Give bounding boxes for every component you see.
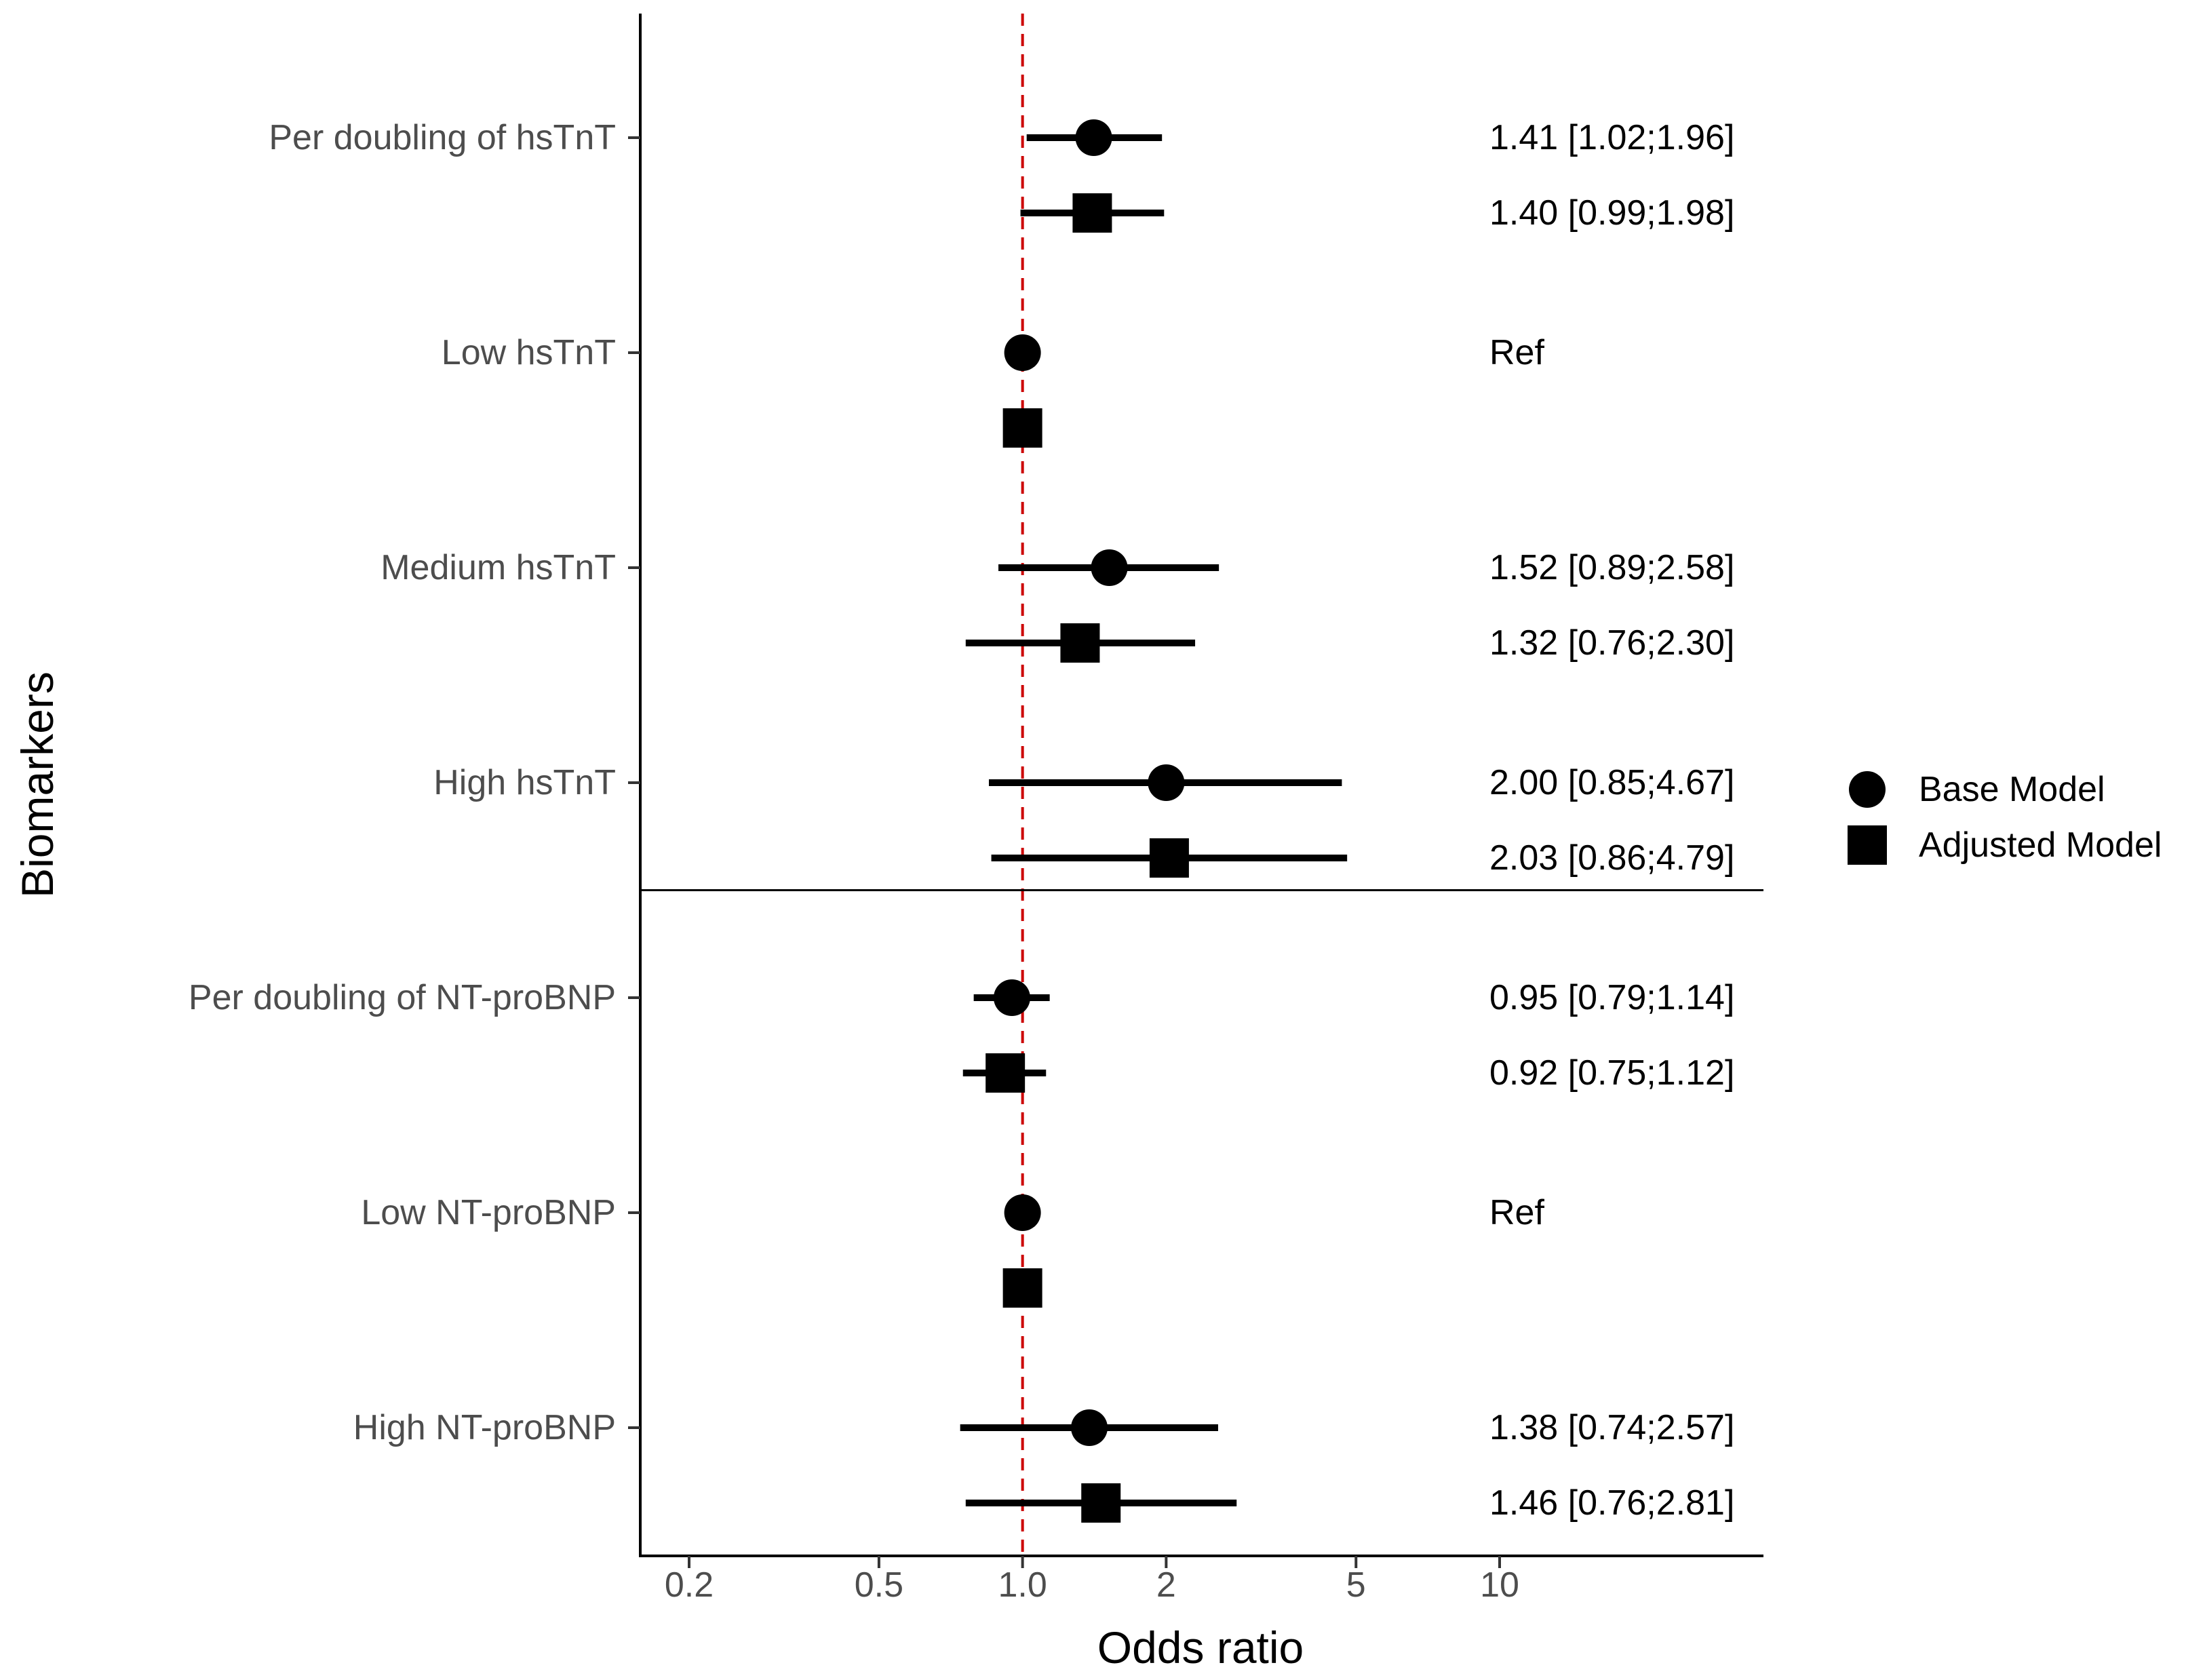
point-square — [1060, 623, 1100, 663]
y-tick-label: High NT-proBNP — [353, 1408, 616, 1447]
legend-label: Base Model — [1919, 770, 2105, 809]
estimate-label: 2.00 [0.85;4.67] — [1489, 763, 1734, 802]
estimate-label: 2.03 [0.86;4.79] — [1489, 838, 1734, 878]
estimate-label: Ref — [1489, 1193, 1544, 1232]
y-tick-label: Per doubling of hsTnT — [269, 118, 616, 157]
point-estimates — [986, 119, 1189, 1523]
estimate-label: 0.92 [0.75;1.12] — [1489, 1053, 1734, 1093]
point-square — [1081, 1483, 1121, 1523]
estimate-label: Ref — [1489, 333, 1544, 372]
estimate-label: 1.32 [0.76;2.30] — [1489, 623, 1734, 663]
x-tick-label: 10 — [1480, 1565, 1519, 1605]
point-circle — [1091, 549, 1128, 586]
x-axis-title: Odds ratio — [1097, 1622, 1304, 1673]
axes — [639, 14, 1763, 1557]
x-tick-label: 5 — [1346, 1565, 1366, 1605]
legend-key-circle — [1849, 771, 1886, 808]
y-tick-label: High hsTnT — [433, 763, 616, 802]
x-tick-label: 0.5 — [855, 1565, 903, 1605]
x-tick-label: 1.0 — [998, 1565, 1047, 1605]
y-axis-title: Biomarkers — [12, 671, 62, 898]
y-tick-label: Per doubling of NT-proBNP — [189, 978, 616, 1017]
x-tick-label: 0.2 — [665, 1565, 714, 1605]
estimate-label: 1.52 [0.89;2.58] — [1489, 548, 1734, 587]
point-square — [986, 1053, 1026, 1093]
estimate-label: 1.38 [0.74;2.57] — [1489, 1408, 1734, 1447]
estimate-label: 1.40 [0.99;1.98] — [1489, 193, 1734, 233]
estimate-label: 1.46 [0.76;2.81] — [1489, 1483, 1734, 1523]
point-circle — [1148, 764, 1185, 801]
x-axis-ticks: 0.2 0.5 1.0 2 5 10 — [665, 1556, 1519, 1605]
point-circle — [993, 979, 1030, 1016]
point-square — [1149, 838, 1189, 878]
y-tick-label: Medium hsTnT — [380, 548, 616, 587]
y-tick-label: Low hsTnT — [442, 333, 616, 372]
point-circle — [1071, 1409, 1108, 1446]
x-tick-label: 2 — [1156, 1565, 1176, 1605]
estimate-label: 1.41 [1.02;1.96] — [1489, 118, 1734, 157]
estimate-annotations: 1.41 [1.02;1.96] Ref 1.52 [0.89;2.58] 2.00 … — [1489, 118, 1734, 1523]
point-circle — [1004, 1194, 1041, 1231]
legend-key-square — [1848, 825, 1887, 865]
estimate-label: 0.95 [0.79;1.14] — [1489, 978, 1734, 1017]
point-circle — [1004, 334, 1041, 371]
y-tick-label: Low NT-proBNP — [361, 1193, 616, 1232]
y-axis-ticks: Per doubling of hsTnT Low hsTnT Medium hsT… — [189, 118, 640, 1447]
point-square — [1002, 1268, 1042, 1308]
point-square — [1002, 408, 1042, 448]
legend: Base Model Adjusted Model — [1848, 770, 2162, 865]
point-circle — [1075, 119, 1112, 156]
legend-label: Adjusted Model — [1919, 825, 2162, 865]
point-square — [1072, 193, 1112, 233]
